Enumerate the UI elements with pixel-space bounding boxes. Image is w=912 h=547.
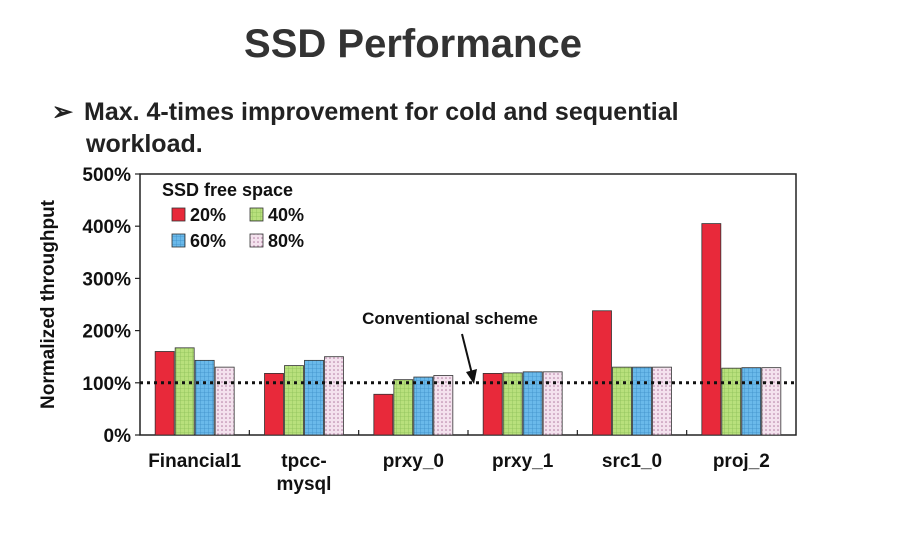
bullet-arrow-icon: ➢ xyxy=(52,98,73,126)
bar-20pct-5 xyxy=(701,223,722,436)
bar-20pct-4 xyxy=(592,310,612,436)
x-tick-label: src1_0 xyxy=(602,451,662,472)
bar-80pct-5 xyxy=(761,367,782,436)
bar-60pct-0 xyxy=(194,359,215,436)
bar-80pct-3 xyxy=(542,371,563,436)
slide-title: SSD Performance xyxy=(244,22,582,66)
y-tick-label: 200% xyxy=(82,322,131,343)
legend-label-0: 20% xyxy=(190,205,226,225)
bullet-text-line1: Max. 4-times improvement for cold and se… xyxy=(84,98,679,126)
y-tick-label: 100% xyxy=(82,374,131,395)
x-tick-label: mysql xyxy=(277,474,332,495)
bar-20pct-0 xyxy=(154,351,175,436)
bar-60pct-4 xyxy=(632,366,652,436)
legend-label-1: 40% xyxy=(268,205,304,225)
bar-40pct-1 xyxy=(284,365,304,436)
legend-title: SSD free space xyxy=(162,180,293,200)
bar-40pct-4 xyxy=(612,366,632,436)
bar-80pct-4 xyxy=(652,366,672,436)
bar-40pct-2 xyxy=(393,379,414,436)
bar-60pct-5 xyxy=(741,367,762,436)
x-tick-label: proj_2 xyxy=(713,451,770,472)
bar-20pct-2 xyxy=(373,393,394,436)
bar-40pct-0 xyxy=(174,347,195,436)
y-tick-label: 500% xyxy=(82,165,131,186)
y-axis-label: Normalized throughput xyxy=(38,199,59,409)
bar-40pct-5 xyxy=(721,367,742,436)
legend-swatch-2 xyxy=(171,233,186,248)
y-tick-label: 400% xyxy=(82,217,131,238)
bar-40pct-3 xyxy=(502,372,523,436)
bar-80pct-2 xyxy=(433,375,454,436)
bar-60pct-3 xyxy=(522,371,543,436)
bar-60pct-1 xyxy=(304,359,324,436)
legend-label-3: 80% xyxy=(268,231,304,251)
reference-arrow xyxy=(461,333,473,375)
bar-20pct-1 xyxy=(264,373,284,436)
bar-20pct-3 xyxy=(482,373,503,436)
legend-swatch-3 xyxy=(249,233,264,248)
bullet-text-line2: workload. xyxy=(86,130,203,158)
y-tick-label: 300% xyxy=(82,269,131,290)
bullet-point: ➢ Max. 4-times improvement for cold and s… xyxy=(52,96,752,160)
x-tick-label: Financial1 xyxy=(148,451,241,472)
legend-swatch-0 xyxy=(171,207,186,222)
bar-80pct-0 xyxy=(214,366,235,436)
x-tick-label: tpcc- xyxy=(281,451,326,472)
reference-line-label: Conventional scheme xyxy=(362,309,538,328)
bar-80pct-1 xyxy=(324,356,344,436)
reference-arrow-head xyxy=(466,369,477,384)
x-tick-label: prxy_1 xyxy=(492,451,554,472)
bar-60pct-2 xyxy=(413,376,434,436)
x-tick-label: prxy_0 xyxy=(383,451,444,472)
plot-frame xyxy=(139,173,797,436)
legend-label-2: 60% xyxy=(190,231,226,251)
y-tick-label: 0% xyxy=(104,426,132,447)
legend-swatch-1 xyxy=(249,207,264,222)
